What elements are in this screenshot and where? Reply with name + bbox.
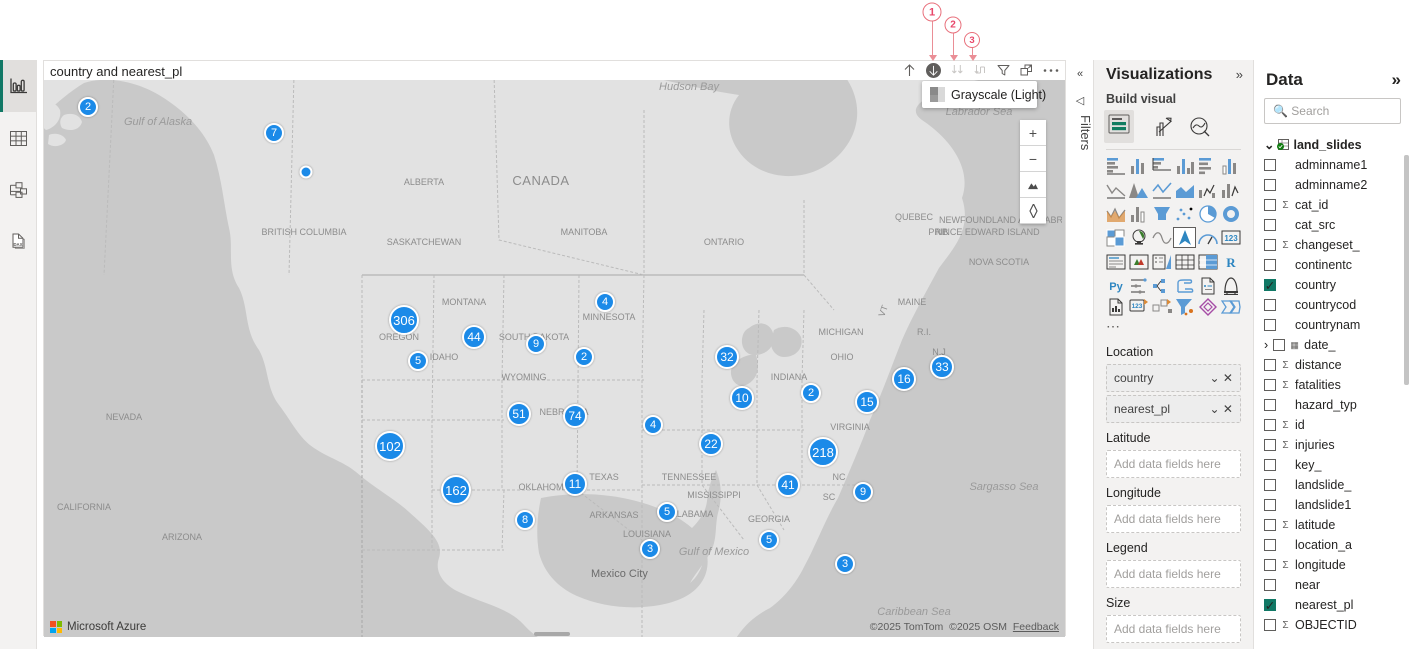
svg-text:CALIFORNIA: CALIFORNIA: [57, 502, 111, 512]
svg-text:WYOMING: WYOMING: [502, 372, 547, 382]
svg-text:ALBERTA: ALBERTA: [404, 177, 444, 187]
svg-text:123: 123: [1131, 303, 1142, 310]
svg-text:Gulf of Mexico: Gulf of Mexico: [679, 546, 749, 558]
svg-text:TEXAS: TEXAS: [589, 472, 619, 482]
svg-text:OHIO: OHIO: [830, 352, 853, 362]
svg-text:SC: SC: [823, 492, 836, 502]
svg-text:Hudson Bay: Hudson Bay: [659, 81, 720, 93]
svg-text:Gulf of Alaska: Gulf of Alaska: [124, 116, 192, 128]
svg-text:ARKANSAS: ARKANSAS: [589, 510, 638, 520]
svg-text:MICHIGAN: MICHIGAN: [819, 327, 864, 337]
svg-text:ALABAMA: ALABAMA: [671, 509, 714, 519]
svg-text:NEVADA: NEVADA: [106, 412, 142, 422]
svg-text:NC: NC: [833, 472, 846, 482]
svg-text:TENNESSEE: TENNESSEE: [662, 472, 717, 482]
svg-text:QUEBEC: QUEBEC: [895, 212, 934, 222]
svg-text:INDIANA: INDIANA: [771, 372, 808, 382]
svg-text:VIRGINIA: VIRGINIA: [830, 422, 870, 432]
svg-text:LOUISIANA: LOUISIANA: [623, 529, 671, 539]
svg-text:MINNESOTA: MINNESOTA: [583, 312, 636, 322]
svg-text:OKLAHOMA: OKLAHOMA: [518, 482, 569, 492]
svg-text:R: R: [1227, 255, 1237, 270]
svg-text:Mexico City: Mexico City: [591, 568, 648, 580]
svg-text:CANADA: CANADA: [512, 173, 569, 188]
svg-text:MONTANA: MONTANA: [442, 297, 486, 307]
svg-text:Sargasso Sea: Sargasso Sea: [969, 481, 1038, 493]
svg-text:DAX: DAX: [13, 242, 22, 247]
svg-text:ONTARIO: ONTARIO: [704, 237, 744, 247]
svg-text:MISSISSIPPI: MISSISSIPPI: [687, 490, 741, 500]
svg-text:MANITOBA: MANITOBA: [561, 227, 608, 237]
svg-text:Py: Py: [1109, 281, 1123, 293]
svg-text:IDAHO: IDAHO: [430, 352, 459, 362]
svg-text:GEORGIA: GEORGIA: [748, 514, 790, 524]
svg-text:BRITISH COLUMBIA: BRITISH COLUMBIA: [261, 227, 346, 237]
svg-text:ARIZONA: ARIZONA: [162, 532, 202, 542]
svg-text:Caribbean Sea: Caribbean Sea: [877, 606, 950, 618]
svg-text:R.I.: R.I.: [917, 327, 931, 337]
svg-text:MAINE: MAINE: [898, 297, 927, 307]
svg-text:NOVA SCOTIA: NOVA SCOTIA: [969, 257, 1029, 267]
svg-text:PRINCE EDWARD ISLAND: PRINCE EDWARD ISLAND: [928, 227, 1040, 237]
svg-text:SASKATCHEWAN: SASKATCHEWAN: [387, 237, 462, 247]
svg-text:123: 123: [1225, 234, 1239, 243]
